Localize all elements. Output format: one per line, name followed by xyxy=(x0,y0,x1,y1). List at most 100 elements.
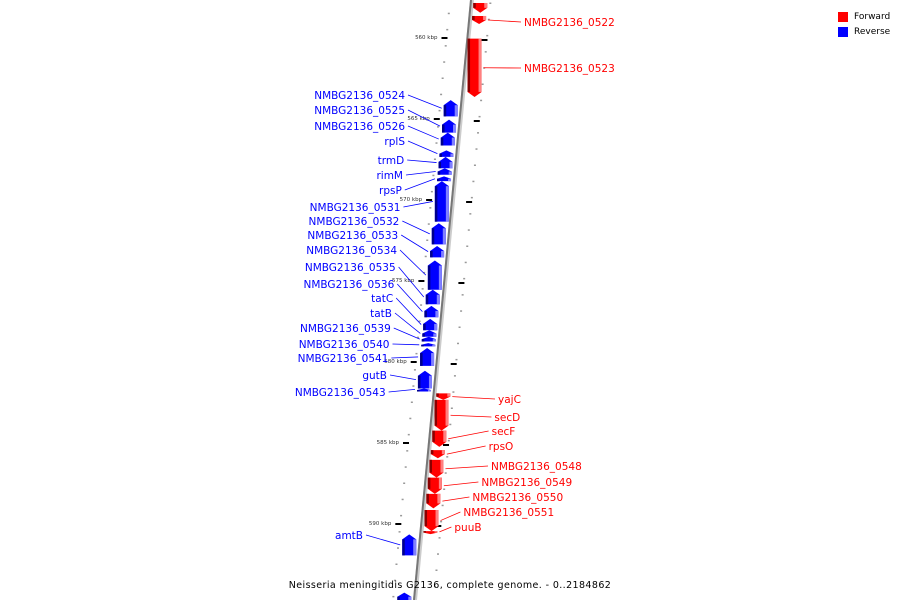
reverse-gene[interactable]: NMBG2136_0532 xyxy=(309,216,446,245)
forward-gene[interactable]: NMBG2136_0551 xyxy=(424,507,555,532)
minor-tick xyxy=(435,142,438,144)
forward-gene[interactable] xyxy=(473,2,488,13)
reverse-gene[interactable]: NMBG2136_0525 xyxy=(314,105,457,133)
minor-tick xyxy=(460,310,463,312)
gene-arrow xyxy=(467,38,482,97)
gene-highlight xyxy=(434,531,438,533)
forward-swatch xyxy=(838,11,848,22)
minor-tick xyxy=(395,563,398,565)
scale-tick-label: 565 kbp xyxy=(407,116,430,122)
reverse-gene[interactable]: NMBG2136_0534 xyxy=(306,245,442,290)
forward-gene[interactable]: puuB xyxy=(423,522,482,535)
reverse-gene[interactable]: NMBG2136_0531 xyxy=(310,181,449,222)
gene-shade xyxy=(421,344,424,347)
minor-tick xyxy=(475,148,478,150)
legend-reverse[interactable]: Reverse xyxy=(838,24,890,39)
reverse-gene[interactable]: NMBG2136_0524 xyxy=(314,90,458,117)
gene-shade xyxy=(423,531,426,533)
reverse-gene[interactable]: tatB xyxy=(370,308,437,337)
minor-tick xyxy=(467,229,470,231)
reverse-gene[interactable]: NMBG2136_0540 xyxy=(299,339,436,351)
gene-label: NMBG2136_0532 xyxy=(309,216,400,228)
reverse-gene[interactable]: amtB xyxy=(335,530,417,556)
gene-shade xyxy=(420,353,423,366)
gene-label: NMBG2136_0531 xyxy=(310,202,401,214)
gene-label: NMBG2136_0525 xyxy=(314,105,405,117)
minor-tick xyxy=(447,12,450,15)
gene-label: NMBG2136_0539 xyxy=(300,323,391,335)
minor-tick xyxy=(398,531,401,533)
minor-tick xyxy=(424,255,427,258)
gene-highlight xyxy=(434,323,438,331)
forward-gene[interactable]: NMBG2136_0548 xyxy=(429,459,582,478)
forward-gene[interactable]: secF xyxy=(432,426,515,447)
minor-tick xyxy=(443,488,446,490)
gene-shade xyxy=(425,294,429,305)
leader-line xyxy=(443,481,479,487)
forward-gene[interactable]: NMBG2136_0550 xyxy=(426,492,563,509)
gene-highlight xyxy=(428,390,432,392)
reverse-gene[interactable]: NMBG2136_0533 xyxy=(307,230,445,258)
reverse-gene[interactable]: NMBG2136_0536 xyxy=(304,279,439,318)
minor-tick xyxy=(472,180,475,183)
reverse-gene[interactable]: tatC xyxy=(371,293,438,331)
minor-tick xyxy=(444,472,447,474)
forward-gene[interactable]: yajC xyxy=(436,393,521,406)
leader-line xyxy=(446,445,486,455)
reverse-gene[interactable]: NMBG2136_0543 xyxy=(295,387,432,399)
gene-arrow xyxy=(430,450,445,459)
reverse-gene[interactable]: rimM xyxy=(376,168,452,182)
leader-line xyxy=(445,465,489,470)
gene-label: NMBG2136_0534 xyxy=(306,245,397,257)
gene-highlight xyxy=(432,339,436,342)
gene-highlight xyxy=(440,459,444,473)
leader-line xyxy=(407,94,442,109)
gene-shade xyxy=(472,15,475,20)
gene-highlight xyxy=(445,399,449,426)
forward-gene[interactable]: NMBG2136_0523 xyxy=(467,38,615,97)
leader-line xyxy=(391,356,419,359)
reverse-gene[interactable]: trmD xyxy=(378,155,453,169)
gene-shade xyxy=(430,450,434,455)
gene-label: NMBG2136_0551 xyxy=(463,507,554,519)
gene-label: yajC xyxy=(498,394,521,406)
legend-forward[interactable]: Forward xyxy=(838,9,890,24)
gene-arrow xyxy=(438,156,453,169)
reverse-gene[interactable]: rpsP xyxy=(379,176,452,197)
gene-shade xyxy=(426,493,429,504)
leader-line xyxy=(393,327,420,340)
minor-tick xyxy=(412,385,415,387)
gene-highlight xyxy=(431,353,435,366)
reverse-gene[interactable]: rplS xyxy=(384,136,454,157)
forward-gene[interactable]: secD xyxy=(434,399,521,431)
forward-gene[interactable]: NMBG2136_0522 xyxy=(472,15,615,29)
forward-gene[interactable]: rpsO xyxy=(430,441,513,459)
reverse-gene[interactable]: NMBG2136_0535 xyxy=(305,262,440,305)
gene-arrow xyxy=(427,260,442,290)
forward-gene[interactable]: NMBG2136_0549 xyxy=(427,477,572,494)
minor-tick xyxy=(457,342,460,345)
minor-tick xyxy=(401,498,404,501)
reverse-gene[interactable]: NMBG2136_0541 xyxy=(298,348,435,366)
minor-tick xyxy=(455,358,458,361)
reverse-gene[interactable]: NMBG2136_0539 xyxy=(300,323,436,342)
genome-caption: Neisseria meningitidis G2136, complete g… xyxy=(289,580,611,591)
gene-label: NMBG2136_0535 xyxy=(305,262,396,274)
gene-label: NMBG2136_0524 xyxy=(314,90,405,102)
reverse-gene[interactable] xyxy=(397,592,412,600)
gene-label: rimM xyxy=(376,170,403,182)
gene-shade xyxy=(429,459,432,473)
minor-tick xyxy=(403,482,406,484)
gene-label: tatB xyxy=(370,308,392,320)
minor-tick xyxy=(450,407,453,409)
gene-shade xyxy=(421,339,425,342)
minor-tick xyxy=(418,320,421,322)
minor-tick xyxy=(449,423,452,426)
reverse-gene[interactable]: NMBG2136_0526 xyxy=(314,121,455,146)
minor-tick xyxy=(446,28,449,31)
gene-label: NMBG2136_0540 xyxy=(299,339,390,351)
scale-tick xyxy=(458,282,465,284)
gene-label: NMBG2136_0526 xyxy=(314,121,405,133)
leader-line xyxy=(405,171,436,176)
reverse-gene[interactable]: gutB xyxy=(362,370,432,389)
